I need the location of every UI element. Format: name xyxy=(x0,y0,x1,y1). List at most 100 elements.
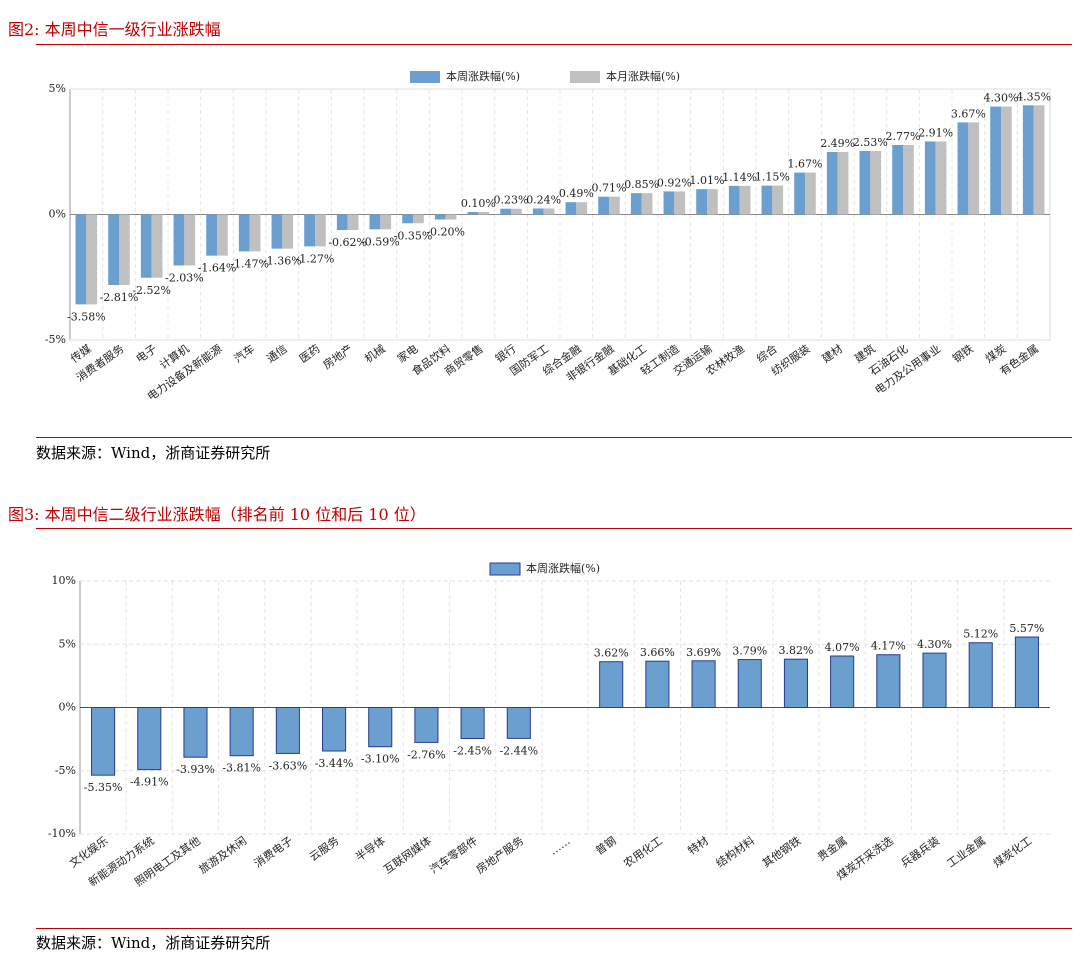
data-label: 4.17% xyxy=(871,640,906,653)
data-label: -3.44% xyxy=(315,757,354,770)
y-tick-label: -5% xyxy=(55,764,76,777)
bar xyxy=(1022,105,1034,215)
bar xyxy=(282,214,294,249)
bar xyxy=(543,208,555,215)
bar xyxy=(500,208,511,215)
data-label: 4.35% xyxy=(1016,90,1051,103)
data-label: 1.15% xyxy=(755,171,790,184)
bar xyxy=(935,141,947,215)
data-label: 4.30% xyxy=(984,92,1019,105)
bar xyxy=(119,214,130,286)
figure-caption: 图2: 本周中信一级行业涨跌幅 xyxy=(8,20,221,39)
bar xyxy=(434,214,446,220)
y-tick-label: 0% xyxy=(49,208,66,221)
bar xyxy=(380,214,392,230)
bar xyxy=(445,214,457,220)
data-label: -0.62% xyxy=(328,236,367,249)
y-tick-label: 10% xyxy=(52,574,76,587)
bar xyxy=(707,189,718,215)
bar xyxy=(347,214,359,231)
bar xyxy=(206,214,217,256)
data-label: 3.69% xyxy=(686,646,721,659)
data-label: 0.71% xyxy=(592,182,627,195)
bar xyxy=(783,658,809,709)
bar xyxy=(413,214,424,224)
legend-swatch xyxy=(489,562,521,576)
bar xyxy=(511,208,522,215)
bar xyxy=(229,707,254,757)
bar xyxy=(369,214,381,230)
x-tick-label: 汽车零部件 xyxy=(427,833,480,876)
bar xyxy=(870,150,882,215)
data-label: -3.10% xyxy=(361,753,400,766)
data-label: 2.49% xyxy=(820,137,855,150)
legend-label: 本月涨跌幅(%) xyxy=(606,69,680,83)
y-tick-label: 5% xyxy=(49,82,66,95)
data-label: 0.85% xyxy=(624,178,659,191)
bar xyxy=(238,214,250,252)
bar xyxy=(1014,636,1039,708)
data-label: -1.36% xyxy=(263,255,302,268)
x-tick-label: 云服务 xyxy=(307,834,341,864)
bar xyxy=(75,214,87,305)
bar xyxy=(772,185,784,215)
bar xyxy=(565,202,577,215)
data-label: -2.81% xyxy=(100,291,139,304)
bar xyxy=(598,196,609,215)
data-label: 0.10% xyxy=(461,197,496,210)
bar xyxy=(761,185,773,215)
bar xyxy=(478,211,490,215)
x-tick-label: 其他钢铁 xyxy=(760,834,803,870)
bar xyxy=(467,211,479,215)
x-tick-label: 特材 xyxy=(685,833,711,857)
x-tick-label: 房地产 xyxy=(320,341,355,371)
data-label: 1.67% xyxy=(788,158,823,171)
data-label: 3.82% xyxy=(778,644,813,657)
data-label: 0.92% xyxy=(657,176,692,189)
bar xyxy=(794,172,805,215)
data-label: -3.81% xyxy=(222,762,261,775)
bar xyxy=(968,122,980,215)
bar xyxy=(151,214,163,278)
bar xyxy=(86,214,98,305)
y-tick-label: -10% xyxy=(48,827,76,840)
data-label: -2.03% xyxy=(165,271,204,284)
data-label: 5.12% xyxy=(963,628,998,641)
data-label: -5.35% xyxy=(84,781,123,794)
chart: -10%-5%0%5%10%本周涨跌幅(%)文化娱乐-5.35%新能源动力系统-… xyxy=(48,561,1050,889)
x-tick-label: 房地产服务 xyxy=(473,833,526,876)
legend-label: 本周涨跌幅(%) xyxy=(526,561,600,575)
data-label: -0.35% xyxy=(394,229,433,242)
y-tick-label: -5% xyxy=(45,333,66,346)
bar xyxy=(304,214,315,247)
bar xyxy=(924,141,936,215)
x-tick-label: 汽车 xyxy=(231,341,257,365)
bar xyxy=(674,191,686,215)
bar xyxy=(968,642,993,708)
bar xyxy=(957,122,969,215)
data-label: -2.52% xyxy=(132,284,171,297)
bar xyxy=(739,185,751,215)
bar xyxy=(402,214,413,224)
bar xyxy=(645,660,670,709)
bar xyxy=(414,707,439,743)
bar xyxy=(876,654,901,708)
data-label: 4.07% xyxy=(825,641,860,654)
bar xyxy=(630,193,642,215)
bar xyxy=(599,661,624,708)
x-tick-label: 贵金属 xyxy=(815,833,850,863)
bar xyxy=(922,652,947,709)
x-tick-label: 医药 xyxy=(297,342,322,365)
x-tick-label: 半导体 xyxy=(353,833,388,863)
bar xyxy=(837,152,849,215)
bar xyxy=(663,191,675,215)
bar xyxy=(140,214,152,278)
x-tick-label: 煤炭化工 xyxy=(990,833,1034,870)
bar xyxy=(805,172,816,215)
bar xyxy=(830,655,855,709)
chart: -5%0%5%本周涨跌幅(%) 本月涨跌幅(%)传媒-3.58%消费者服务-2.8… xyxy=(45,69,1051,403)
bar xyxy=(728,185,740,215)
x-tick-label: 工业金属 xyxy=(944,833,988,870)
y-tick-label: 5% xyxy=(59,637,76,650)
bar xyxy=(275,707,300,754)
